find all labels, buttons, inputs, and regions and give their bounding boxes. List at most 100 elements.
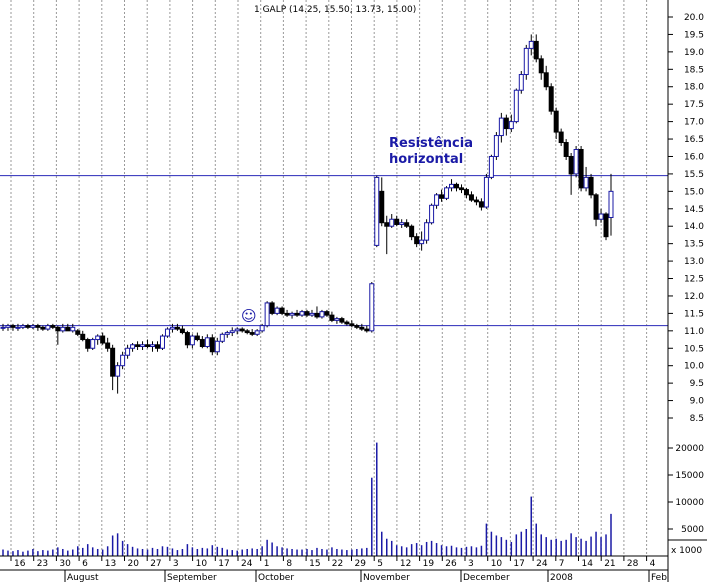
candle-body [369, 283, 375, 332]
candle-body [608, 190, 614, 218]
price-tick-label: 19.0 [684, 48, 704, 58]
candle-body [199, 339, 205, 348]
candle-body [419, 239, 425, 245]
volume-bars [2, 442, 612, 556]
candle-body [409, 225, 415, 238]
candle-body [40, 326, 46, 330]
smiley-icon: ☺ [241, 307, 257, 325]
candle-body [60, 326, 66, 332]
price-tick-label: 17.0 [684, 118, 704, 128]
candle-body [434, 194, 440, 206]
candle-body [483, 176, 489, 208]
candle-body [563, 142, 569, 157]
x-day-label: 16 [14, 559, 26, 569]
candle-body [429, 204, 435, 224]
candle-body [518, 74, 524, 91]
candle-body [424, 222, 430, 241]
candle-body [573, 149, 579, 175]
x-month-label: August [67, 573, 99, 582]
candle-body [70, 326, 76, 332]
candle-body [95, 335, 101, 341]
candle-body [239, 328, 245, 332]
x-day-label: 17 [218, 559, 229, 569]
x-day-label: 13 [105, 559, 116, 569]
candle-body [458, 187, 464, 191]
candle-body [319, 311, 325, 318]
candle-body [154, 344, 160, 349]
price-axis-ticks: 20.0 19.5 19.0 18.5 18.0 17.5 17.0 16.5 16.0 15.5… [668, 13, 704, 424]
candle-body [284, 312, 290, 316]
candle-body [0, 326, 6, 329]
price-tick-label: 14.0 [684, 222, 704, 232]
candle-body [349, 323, 355, 327]
candle-body [344, 321, 350, 325]
candle-body [414, 236, 420, 245]
candle-body [324, 311, 330, 316]
x-day-label: 22 [332, 559, 343, 569]
candle-body [294, 312, 300, 316]
x-month-label: September [167, 573, 217, 582]
candle-body [184, 332, 190, 346]
price-tick-label: 13.5 [684, 240, 704, 250]
candle-body [244, 330, 250, 334]
volume-tick-label: 5000 [681, 525, 704, 535]
candle-body [30, 325, 36, 328]
candle-body [65, 326, 71, 332]
candle-body [269, 302, 275, 314]
candle-body [169, 326, 175, 330]
candle-body [379, 190, 385, 224]
price-tick-label: 10.0 [684, 362, 704, 372]
volume-unit-label: x 1000 [671, 546, 702, 556]
price-tick-label: 12.0 [684, 292, 704, 302]
annotation-line-1: Resistência [389, 136, 473, 151]
x-day-label: 17 [513, 559, 524, 569]
candle-body [583, 176, 589, 189]
candle-body [498, 117, 504, 137]
candle-body [75, 330, 81, 335]
candle-body [189, 335, 195, 346]
price-candles [0, 34, 614, 394]
x-day-label: 4 [650, 559, 656, 569]
candle-body [289, 312, 295, 316]
candle-body [449, 183, 455, 189]
candle-body [145, 344, 151, 348]
x-day-label: 1 [264, 559, 270, 569]
candle-body [444, 187, 450, 199]
x-month-label: December [463, 573, 510, 582]
volume-axis-ticks: 20000 15000 10000 5000 [668, 444, 704, 535]
candle-body [249, 332, 255, 335]
candle-body [135, 344, 141, 348]
candle-body [394, 218, 400, 225]
x-day-label: 26 [445, 559, 457, 569]
candle-body [299, 311, 305, 316]
candle-body [120, 354, 126, 367]
candle-body [15, 326, 21, 329]
price-tick-label: 16.0 [684, 152, 704, 162]
volume-tick-label: 15000 [675, 471, 704, 481]
candle-body [5, 325, 11, 328]
candle-body [513, 89, 519, 123]
price-tick-label: 18.5 [684, 65, 704, 75]
vertical-grid-lines [10, 0, 648, 561]
x-day-label: 28 [627, 559, 639, 569]
candle-body [35, 325, 41, 328]
candle-body [254, 330, 260, 335]
candle-body [364, 328, 370, 332]
candle-body [174, 326, 180, 330]
candle-body [150, 344, 156, 348]
candle-body [354, 325, 360, 328]
candle-body [473, 199, 479, 203]
x-day-label: 15 [309, 559, 320, 569]
candle-body [543, 72, 549, 88]
candle-body [214, 340, 220, 353]
price-tick-label: 18.0 [684, 83, 704, 93]
candle-body [538, 58, 544, 74]
price-tick-label: 15.0 [684, 187, 704, 197]
candle-body [45, 325, 51, 330]
candle-body [50, 325, 56, 328]
x-day-label: 8 [286, 559, 292, 569]
x-day-label: 24 [241, 559, 253, 569]
candle-body [234, 328, 240, 332]
